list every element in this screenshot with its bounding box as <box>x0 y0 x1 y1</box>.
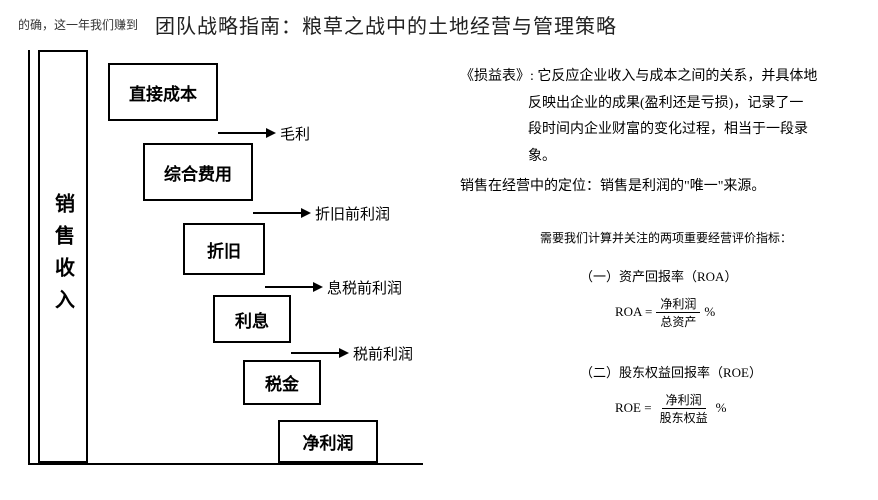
right-panel: 《损益表》: 它反应企业收入与成本之间的关系，并具体地 反映出企业的成果(盈利还… <box>460 64 860 426</box>
para1-line3: 段时间内企业财富的变化过程，相当于一段录 <box>528 117 808 144</box>
arrow-ebit-line <box>265 286 313 288</box>
formula-roa: ROA = 净利润 总资产 % <box>615 295 860 330</box>
arrow-gross-profit-line <box>218 132 266 134</box>
step-net-profit: 净利润 <box>278 420 378 463</box>
x-axis <box>28 463 423 465</box>
page-title: 团队战略指南：粮草之战中的土地经营与管理策略 <box>155 10 617 39</box>
arrow-gross-profit-head <box>266 128 276 138</box>
metric-roe-title: （二）股东权益回报率（ROE） <box>580 362 860 381</box>
roe-lhs: ROE = <box>615 400 652 416</box>
para1-line1: 它反应企业收入与成本之间的关系，并具体地 <box>537 69 817 84</box>
arrow-pretax-head <box>339 348 349 358</box>
arrow-ebit-head <box>313 282 323 292</box>
top-caption: 的确，这一年我们赚到 <box>18 16 138 33</box>
roa-numerator: 净利润 <box>656 295 700 313</box>
roe-fraction: 净利润 股东权益 <box>656 391 712 426</box>
waterfall-chart: 销售收入 直接成本 综合费用 折旧 利息 税金 净利润 毛利 折旧前利润 息税前… <box>28 50 448 470</box>
step-tax: 税金 <box>243 360 321 405</box>
arrow-pre-dep-line <box>253 212 301 214</box>
arrow-pretax-label: 税前利润 <box>353 343 413 364</box>
metric-roa-title: （一）资产回报率（ROA） <box>580 266 860 285</box>
arrow-ebit-label: 息税前利润 <box>327 277 402 298</box>
arrow-pretax-line <box>291 352 339 354</box>
roe-suffix: % <box>716 400 727 416</box>
roa-lhs: ROA = <box>615 304 652 320</box>
step-depreciation: 折旧 <box>183 223 265 275</box>
metrics-intro: 需要我们计算并关注的两项重要经营评价指标： <box>540 229 860 246</box>
arrow-pre-dep-label: 折旧前利润 <box>315 203 390 224</box>
sales-position-desc: 销售在经营中的定位：销售是利润的"唯一"来源。 <box>460 174 860 201</box>
para1-lead: 《损益表》: <box>460 69 534 84</box>
roe-denominator: 股东权益 <box>656 409 712 426</box>
roa-fraction: 净利润 总资产 <box>656 295 700 330</box>
roa-suffix: % <box>704 304 715 320</box>
arrow-pre-dep-head <box>301 208 311 218</box>
y-axis <box>28 50 30 465</box>
formula-roe: ROE = 净利润 股东权益 % <box>615 391 860 426</box>
income-statement-desc: 《损益表》: 它反应企业收入与成本之间的关系，并具体地 反映出企业的成果(盈利还… <box>460 64 860 170</box>
para1-line4: 象。 <box>528 144 556 171</box>
step-direct-cost: 直接成本 <box>108 63 218 121</box>
step-interest: 利息 <box>213 295 291 343</box>
roa-denominator: 总资产 <box>656 313 700 330</box>
roe-numerator: 净利润 <box>662 391 706 409</box>
para1-line2: 反映出企业的成果(盈利还是亏损)，记录了一 <box>528 91 803 118</box>
arrow-gross-profit-label: 毛利 <box>280 123 310 144</box>
main-bar-sales-revenue: 销售收入 <box>38 50 88 463</box>
step-overhead: 综合费用 <box>143 143 253 201</box>
